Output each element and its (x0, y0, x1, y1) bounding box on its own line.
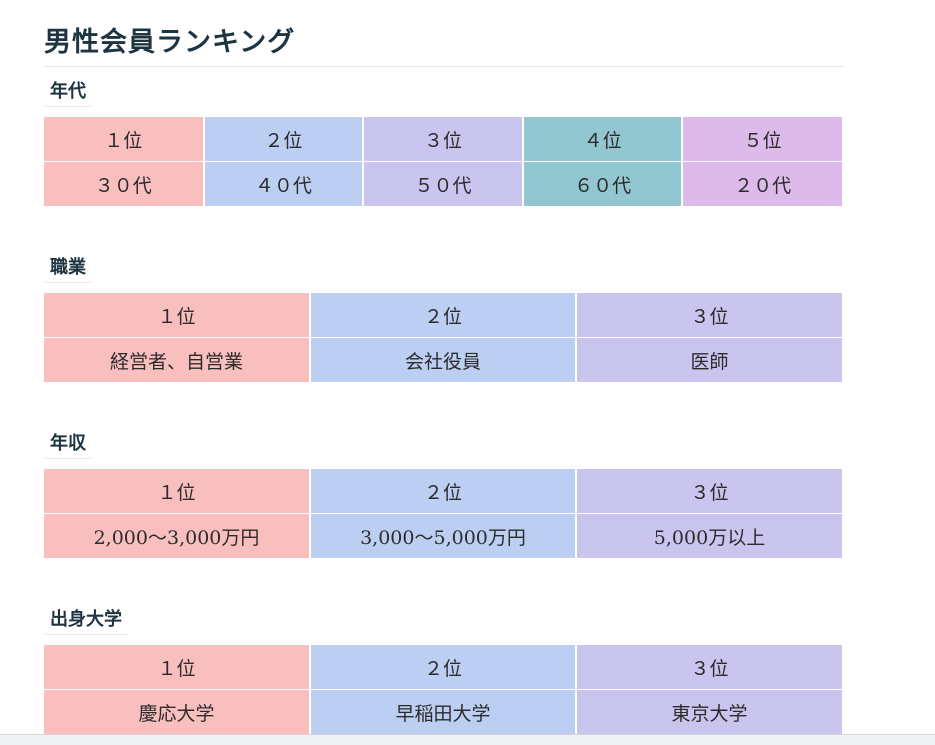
table-row-values: 経営者、自営業 会社役員 医師 (44, 337, 842, 383)
table-row-values: 2,000〜3,000万円 3,000〜5,000万円 5,000万以上 (44, 513, 842, 559)
section-label-university: 出身大学 (44, 608, 128, 635)
value-cell: 会社役員 (309, 337, 577, 383)
rank-cell: ２位 (309, 645, 577, 690)
rank-cell: ３位 (575, 293, 842, 338)
table-row-ranks: １位 ２位 ３位 (44, 293, 842, 338)
page-title: 男性会員ランキング (44, 24, 844, 67)
rank-cell: １位 (44, 293, 311, 338)
rank-cell: ２位 (309, 293, 577, 338)
rank-cell: ４位 (521, 117, 684, 162)
rank-cell: ２位 (202, 117, 365, 162)
value-cell: ２０代 (681, 161, 842, 207)
table-row-ranks: １位 ２位 ３位 (44, 645, 842, 690)
table-row-values: 慶応大学 早稲田大学 東京大学 (44, 689, 842, 735)
value-cell: ５０代 (362, 161, 524, 207)
section-label-occupation: 職業 (44, 256, 92, 283)
rank-cell: ５位 (681, 117, 842, 162)
value-cell: 医師 (575, 337, 842, 383)
table-row-ranks: １位 ２位 ３位 ４位 ５位 (44, 117, 842, 162)
ranking-table-occupation: １位 ２位 ３位 経営者、自営業 会社役員 医師 (44, 293, 842, 383)
rank-cell: ３位 (575, 645, 842, 690)
table-row-ranks: １位 ２位 ３位 (44, 469, 842, 514)
ranking-table-income: １位 ２位 ３位 2,000〜3,000万円 3,000〜5,000万円 5,0… (44, 469, 842, 559)
rank-cell: １位 (44, 469, 311, 514)
value-cell: 早稲田大学 (309, 689, 577, 735)
value-cell: ４０代 (202, 161, 365, 207)
rank-cell: １位 (44, 117, 205, 162)
rank-cell: ２位 (309, 469, 577, 514)
value-cell: ６０代 (521, 161, 684, 207)
value-cell: 経営者、自営業 (44, 337, 311, 383)
section-label-age: 年代 (44, 80, 92, 107)
rank-cell: ３位 (575, 469, 842, 514)
value-cell: 3,000〜5,000万円 (309, 513, 577, 559)
rank-cell: ３位 (362, 117, 524, 162)
bottom-scrollbar[interactable] (0, 734, 935, 745)
value-cell: 慶応大学 (44, 689, 311, 735)
table-row-values: ３０代 ４０代 ５０代 ６０代 ２０代 (44, 161, 842, 207)
value-cell: 5,000万以上 (575, 513, 842, 559)
value-cell: ３０代 (44, 161, 205, 207)
value-cell: 東京大学 (575, 689, 842, 735)
rank-cell: １位 (44, 645, 311, 690)
ranking-table-age: １位 ２位 ３位 ４位 ５位 ３０代 ４０代 ５０代 ６０代 ２０代 (44, 117, 842, 207)
ranking-table-university: １位 ２位 ３位 慶応大学 早稲田大学 東京大学 (44, 645, 842, 735)
value-cell: 2,000〜3,000万円 (44, 513, 311, 559)
section-label-income: 年収 (44, 432, 92, 459)
